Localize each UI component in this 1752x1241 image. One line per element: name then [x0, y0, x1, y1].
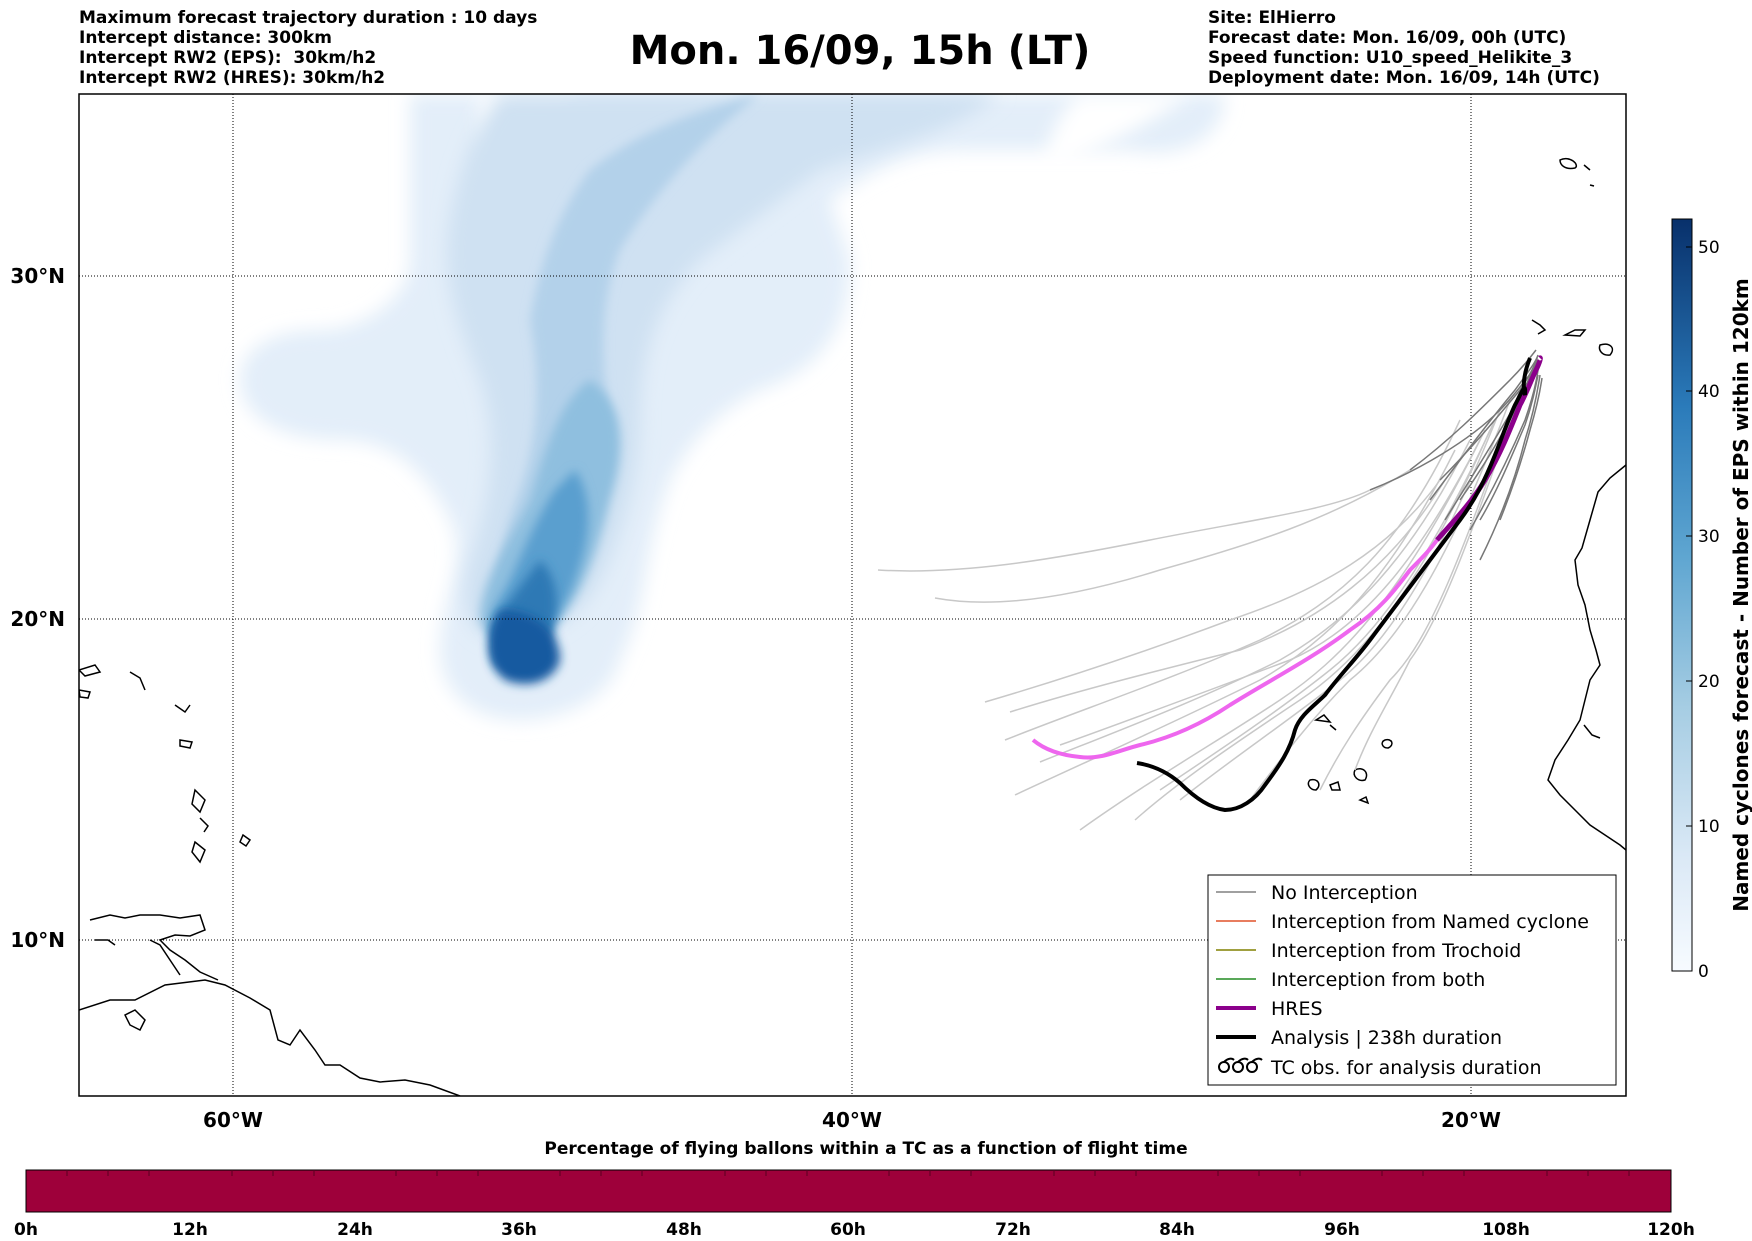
header-right-info: Site: ElHierro Forecast date: Mon. 16/09… [1208, 8, 1600, 88]
intercept-hres-text: Intercept RW2 (HRES): 30km/h2 [79, 68, 386, 88]
page-title: Mon. 16/09, 15h (LT) [629, 28, 1091, 74]
colorbar-tick-label: 10 [1698, 817, 1720, 837]
map-frame [78, 93, 1627, 1097]
flight-time-bar-minor-ticks [66, 1170, 1630, 1176]
lat-label-10n: 10°N [10, 928, 65, 952]
flight-time-bar-fill [25, 1169, 1672, 1213]
colorbar-tick-label: 30 [1698, 527, 1720, 547]
flight-time-tick: 84h [1159, 1220, 1195, 1240]
colorbar-tick-label: 20 [1698, 672, 1720, 692]
eps-trajectories-near-source [1369, 349, 1543, 561]
tc-symbol-icon [1218, 1057, 1263, 1073]
legend-item-both: Interception from both [1216, 969, 1485, 991]
lon-label-60w: 60°W [203, 1108, 263, 1132]
max-duration-text: Maximum forecast trajectory duration : 1… [79, 8, 538, 28]
forecast-date-text: Forecast date: Mon. 16/09, 00h (UTC) [1208, 28, 1567, 48]
lat-label-30n: 30°N [10, 264, 65, 288]
flight-time-tick: 108h [1482, 1220, 1530, 1240]
legend-label: No Interception [1271, 882, 1418, 904]
intercept-distance-text: Intercept distance: 300km [79, 28, 332, 48]
legend-label: Interception from both [1271, 969, 1485, 991]
site-text: Site: ElHierro [1208, 8, 1336, 28]
legend-item-tc-obs: TC obs. for analysis duration [1218, 1057, 1542, 1079]
colorbar-tick-label: 50 [1698, 238, 1720, 258]
axis-labels: 60°W 40°W 20°W 30°N 20°N 10°N [10, 264, 1501, 1132]
flight-time-tick: 24h [337, 1220, 373, 1240]
legend-item-no-interception: No Interception [1216, 882, 1418, 904]
lon-label-40w: 40°W [822, 1108, 882, 1132]
flight-time-tick: 48h [666, 1220, 702, 1240]
flight-time-bar-title: Percentage of flying ballons within a TC… [544, 1139, 1187, 1159]
legend-item-analysis: Analysis | 238h duration [1216, 1027, 1502, 1049]
lon-label-20w: 20°W [1441, 1108, 1501, 1132]
analysis-trajectory [1136, 357, 1532, 813]
flight-time-tick: 12h [172, 1220, 208, 1240]
legend-label: Analysis | 238h duration [1271, 1027, 1502, 1049]
legend-label: HRES [1271, 998, 1323, 1020]
legend-item-hres: HRES [1216, 998, 1323, 1020]
legend-label: Interception from Trochoid [1271, 940, 1521, 962]
hres-trajectory-far [1031, 538, 1439, 760]
flight-time-tick: 120h [1647, 1220, 1695, 1240]
colorbar-tick-label: 40 [1698, 382, 1720, 402]
lat-label-20n: 20°N [10, 607, 65, 631]
intercept-eps-text: Intercept RW2 (EPS): 30km/h2 [79, 48, 377, 68]
colorbar-ticks: 0 10 20 30 40 50 [1686, 238, 1720, 982]
map-content [79, 94, 1626, 1096]
flight-time-bar: Percentage of flying ballons within a TC… [14, 1139, 1695, 1240]
cyclone-density-field [240, 94, 1225, 720]
legend-box [1207, 874, 1617, 1086]
flight-time-tick: 96h [1324, 1220, 1360, 1240]
legend-label: Interception from Named cyclone [1271, 911, 1589, 933]
flight-time-tick: 0h [14, 1220, 38, 1240]
flight-time-tick: 60h [830, 1220, 866, 1240]
colorbar-label: Named cyclones forecast - Number of EPS … [1729, 278, 1752, 912]
speed-function-text: Speed function: U10_speed_Helikite_3 [1208, 48, 1573, 68]
coastlines [79, 157, 1626, 1096]
legend: No Interception Interception from Named … [1207, 874, 1617, 1086]
legend-item-trochoid: Interception from Trochoid [1216, 940, 1521, 962]
colorbar: 0 10 20 30 40 50 Named cyclones forecast… [1671, 218, 1752, 982]
legend-label: TC obs. for analysis duration [1270, 1057, 1542, 1079]
flight-time-tick: 72h [995, 1220, 1031, 1240]
deployment-date-text: Deployment date: Mon. 16/09, 14h (UTC) [1208, 68, 1600, 88]
header-left-info: Maximum forecast trajectory duration : 1… [79, 8, 537, 88]
colorbar-tick-label: 0 [1698, 962, 1709, 982]
legend-item-named-cyclone: Interception from Named cyclone [1216, 911, 1589, 933]
colorbar-gradient [1671, 218, 1693, 972]
flight-time-tick: 36h [501, 1220, 537, 1240]
flight-time-bar-ticks: 0h 12h 24h 36h 48h 60h 72h 84h 96h 108h … [14, 1220, 1695, 1240]
